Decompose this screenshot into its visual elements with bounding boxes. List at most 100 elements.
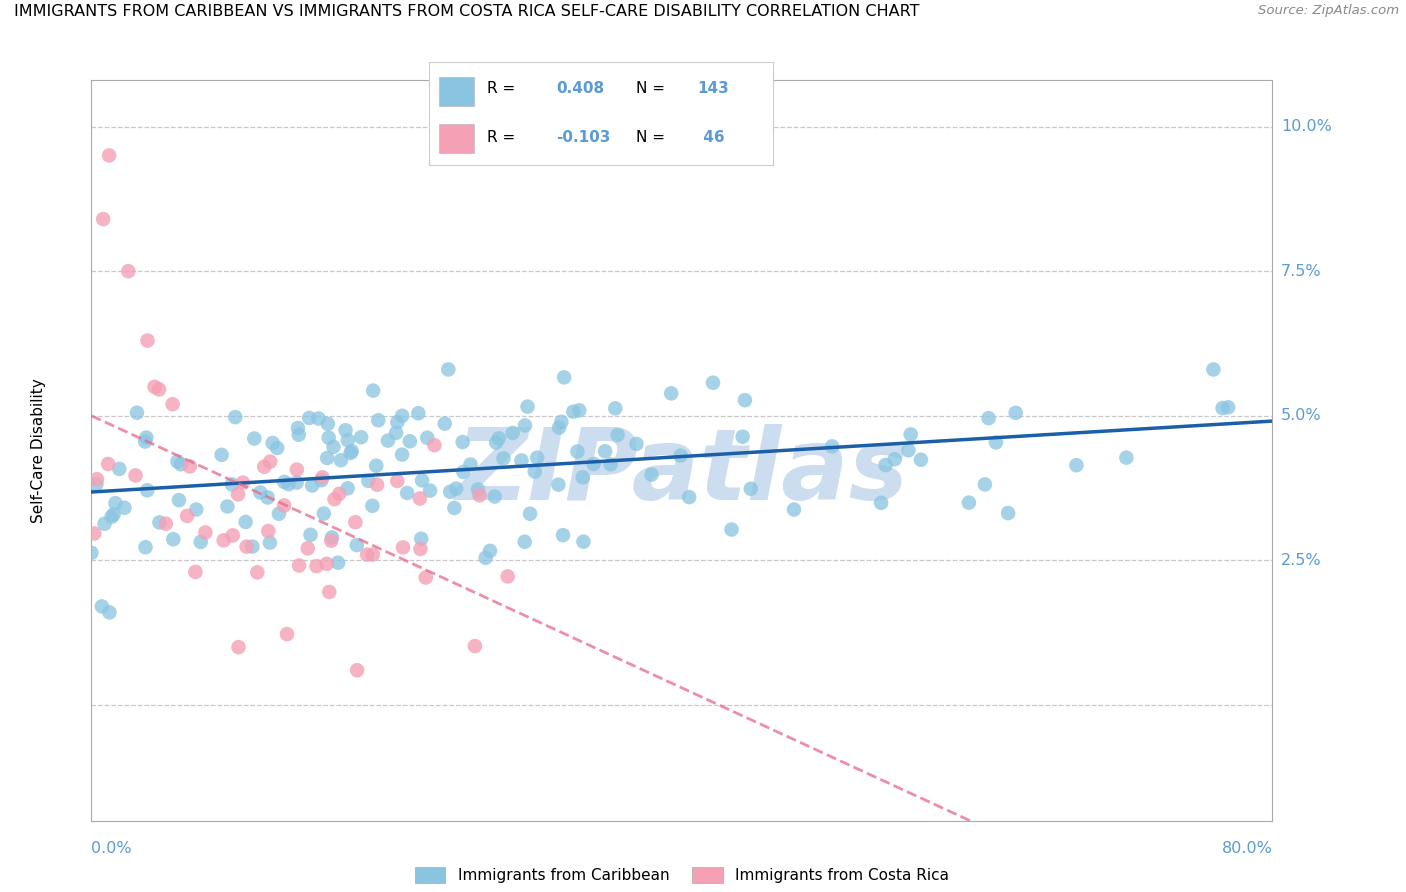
- Point: [267, 507, 290, 521]
- Point: [235, 540, 257, 554]
- Point: [125, 406, 148, 420]
- Point: [391, 409, 413, 423]
- Point: [226, 487, 249, 501]
- Point: [1218, 401, 1240, 415]
- Point: [124, 468, 146, 483]
- Point: [243, 432, 266, 446]
- Point: [321, 533, 343, 548]
- Point: [678, 490, 700, 504]
- Point: [605, 401, 627, 416]
- Point: [346, 663, 368, 677]
- Point: [297, 541, 319, 556]
- Text: 2.5%: 2.5%: [1281, 553, 1322, 568]
- Point: [311, 473, 333, 487]
- Text: N =: N =: [636, 80, 669, 95]
- Point: [184, 565, 207, 579]
- Point: [553, 370, 575, 384]
- Point: [411, 474, 433, 488]
- Text: 0.408: 0.408: [557, 80, 605, 95]
- Point: [232, 475, 254, 490]
- Point: [136, 334, 159, 348]
- Point: [910, 452, 932, 467]
- Point: [190, 535, 212, 549]
- Point: [640, 467, 662, 482]
- Point: [361, 384, 384, 398]
- Point: [984, 435, 1007, 450]
- Point: [593, 444, 616, 458]
- Point: [148, 383, 170, 397]
- Point: [468, 488, 491, 502]
- Point: [1115, 450, 1137, 465]
- Text: 0.0%: 0.0%: [91, 841, 132, 856]
- Point: [423, 438, 446, 452]
- Point: [361, 548, 384, 562]
- Point: [308, 411, 330, 425]
- Point: [322, 440, 344, 454]
- Point: [387, 415, 409, 429]
- Point: [93, 516, 115, 531]
- Point: [91, 212, 114, 227]
- Point: [108, 462, 131, 476]
- Point: [720, 523, 742, 537]
- Point: [340, 444, 363, 458]
- Point: [510, 453, 533, 467]
- Point: [409, 491, 432, 506]
- Point: [224, 410, 246, 425]
- Point: [323, 492, 346, 507]
- Point: [273, 499, 295, 513]
- Point: [97, 457, 120, 471]
- Point: [409, 541, 432, 556]
- Text: Self-Care Disability: Self-Care Disability: [31, 378, 46, 523]
- Point: [875, 458, 897, 472]
- Point: [626, 437, 648, 451]
- Point: [318, 431, 340, 445]
- Point: [366, 477, 388, 491]
- Point: [273, 475, 295, 489]
- Point: [134, 434, 156, 449]
- Point: [162, 397, 184, 411]
- Point: [478, 544, 501, 558]
- Point: [249, 485, 271, 500]
- Text: Source: ZipAtlas.com: Source: ZipAtlas.com: [1258, 4, 1399, 18]
- Point: [285, 462, 308, 476]
- Point: [228, 640, 250, 654]
- Point: [246, 566, 269, 580]
- Point: [523, 465, 546, 479]
- Point: [240, 540, 263, 554]
- Point: [212, 533, 235, 548]
- Point: [315, 557, 337, 571]
- Point: [821, 439, 844, 453]
- Point: [702, 376, 724, 390]
- Point: [148, 516, 170, 530]
- Point: [276, 627, 298, 641]
- Point: [357, 474, 380, 488]
- Point: [1066, 458, 1088, 473]
- Point: [298, 411, 321, 425]
- Point: [485, 435, 508, 450]
- Point: [329, 453, 352, 467]
- Point: [256, 491, 278, 505]
- Point: [416, 431, 439, 445]
- Text: 46: 46: [697, 130, 724, 145]
- Point: [167, 493, 190, 508]
- Point: [391, 448, 413, 462]
- Point: [312, 507, 335, 521]
- Point: [321, 530, 343, 544]
- Point: [356, 548, 378, 562]
- Point: [460, 458, 482, 472]
- Point: [346, 538, 368, 552]
- Text: 143: 143: [697, 80, 730, 95]
- Point: [176, 508, 198, 523]
- Point: [103, 508, 125, 522]
- Point: [266, 441, 288, 455]
- Point: [301, 478, 323, 492]
- Point: [439, 484, 461, 499]
- Point: [1212, 401, 1234, 415]
- Point: [387, 474, 409, 488]
- Point: [136, 483, 159, 498]
- FancyBboxPatch shape: [439, 77, 474, 105]
- Point: [519, 507, 541, 521]
- Point: [194, 525, 217, 540]
- Point: [299, 528, 322, 542]
- Point: [155, 516, 177, 531]
